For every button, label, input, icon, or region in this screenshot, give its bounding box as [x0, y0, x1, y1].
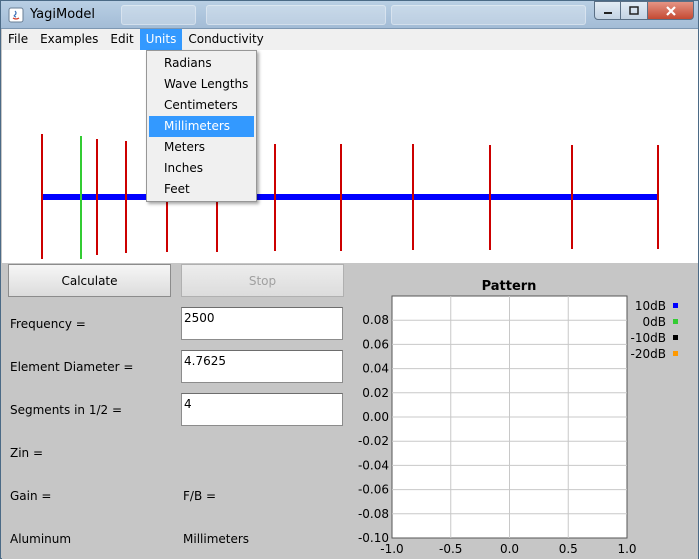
- legend-swatch: [673, 351, 678, 356]
- close-icon: [665, 5, 676, 16]
- menu-edit[interactable]: Edit: [110, 32, 134, 46]
- title-bar: YagiModel: [1, 1, 698, 29]
- units-option-millimeters[interactable]: Millimeters: [149, 116, 254, 137]
- window-title: YagiModel: [30, 7, 96, 22]
- units-dropdown-menu: Radians Wave Lengths Centimeters Millimeter…: [146, 50, 257, 202]
- frequency-input[interactable]: 2500: [181, 307, 343, 340]
- minimize-button[interactable]: [594, 1, 621, 20]
- legend-swatch: [673, 303, 678, 308]
- units-display-label: Millimeters: [183, 532, 250, 546]
- zin-label: Zin =: [10, 446, 44, 460]
- y-tick-label: -0.06: [358, 483, 389, 497]
- y-tick-label: 0.04: [362, 362, 389, 376]
- units-option-wave-lengths[interactable]: Wave Lengths: [164, 77, 249, 91]
- close-button[interactable]: [648, 1, 694, 20]
- menu-conductivity[interactable]: Conductivity: [188, 32, 264, 46]
- legend-label: 10dB: [635, 299, 666, 313]
- units-option-centimeters[interactable]: Centimeters: [164, 98, 238, 112]
- boom: [42, 194, 659, 200]
- y-tick-label: 0.08: [362, 313, 389, 327]
- legend-label: -10dB: [631, 331, 666, 345]
- background-window-tab: [121, 5, 196, 25]
- menu-examples[interactable]: Examples: [40, 32, 99, 46]
- units-option-inches[interactable]: Inches: [164, 161, 203, 175]
- segments-label: Segments in 1/2 =: [10, 403, 123, 417]
- y-tick-label: 0.02: [362, 386, 389, 400]
- y-tick-label: 0.00: [362, 410, 389, 424]
- material-label: Aluminum: [10, 532, 72, 546]
- y-tick-label: -0.08: [358, 507, 389, 521]
- pattern-chart-canvas: Pattern -1.0 -0.5 0.0 0.5 1.0 0.08 0.06 0.04 0.02…: [358, 279, 678, 556]
- background-window-tab: [391, 5, 586, 25]
- y-tick-label: 0.06: [362, 337, 389, 351]
- legend-swatch: [673, 319, 678, 324]
- java-app-icon: [8, 7, 24, 23]
- antenna-canvas: [41, 134, 659, 259]
- element-diameter-input[interactable]: 4.7625: [181, 350, 343, 383]
- pattern-chart: Pattern -1.0 -0.5 0.0 0.5 1.0 0.08 0.06 0.04 0.02…: [344, 263, 698, 559]
- gain-label: Gain =: [10, 489, 52, 503]
- menu-file[interactable]: File: [8, 32, 29, 46]
- x-tick-label: 0.0: [500, 542, 519, 556]
- x-tick-label: 1.0: [617, 542, 636, 556]
- x-tick-label: -1.0: [380, 542, 403, 556]
- front-back-label: F/B =: [183, 489, 217, 503]
- x-tick-label: -0.5: [439, 542, 462, 556]
- element-diameter-label: Element Diameter =: [10, 360, 134, 374]
- minimize-icon: [603, 11, 612, 14]
- frequency-label: Frequency =: [10, 317, 86, 331]
- units-option-feet[interactable]: Feet: [164, 182, 190, 196]
- legend-swatch: [673, 335, 678, 340]
- segments-input[interactable]: 4: [181, 393, 343, 426]
- menu-units[interactable]: Units: [139, 29, 183, 50]
- menu-bar: File Examples Edit Units Conductivity: [2, 29, 698, 50]
- antenna-diagram: [2, 50, 698, 263]
- legend-label: 0dB: [643, 315, 666, 329]
- y-tick-label: -0.02: [358, 434, 389, 448]
- maximize-button[interactable]: [621, 1, 648, 20]
- stop-button[interactable]: Stop: [181, 264, 344, 297]
- background-window-tab: [206, 5, 386, 25]
- x-tick-label: 0.5: [559, 542, 578, 556]
- maximize-icon: [629, 5, 639, 15]
- chart-title: Pattern: [482, 279, 537, 294]
- y-tick-label: -0.10: [358, 531, 389, 545]
- y-tick-label: -0.04: [358, 458, 389, 472]
- units-option-meters[interactable]: Meters: [164, 140, 206, 154]
- calculate-button[interactable]: Calculate: [8, 264, 171, 297]
- legend-label: -20dB: [631, 347, 666, 361]
- units-option-radians[interactable]: Radians: [164, 56, 212, 70]
